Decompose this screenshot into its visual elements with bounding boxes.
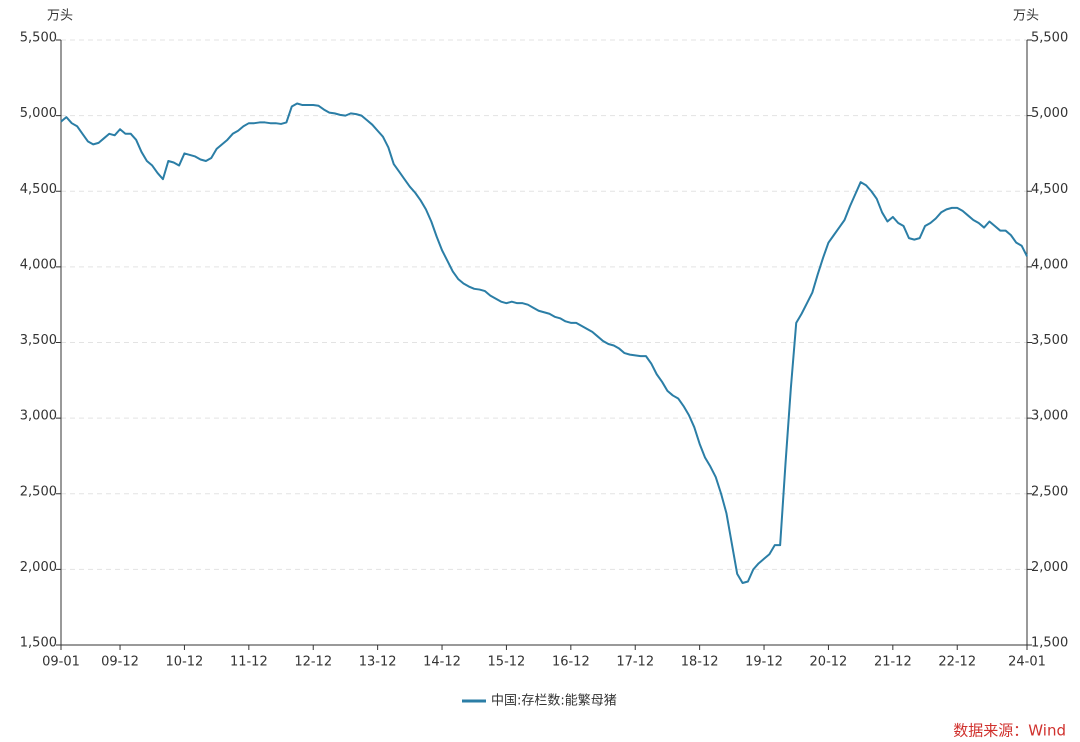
x-tick-label: 09-01 bbox=[42, 655, 80, 670]
y-tick-label: 2,500 bbox=[20, 484, 57, 499]
y-tick-label: 5,500 bbox=[20, 31, 57, 46]
x-tick-label: 09-12 bbox=[101, 655, 139, 670]
y2-tick-label: 3,000 bbox=[1031, 409, 1068, 424]
x-tick-label: 14-12 bbox=[423, 655, 461, 670]
y-tick-label: 3,500 bbox=[20, 333, 57, 348]
y-tick-label: 4,000 bbox=[20, 257, 57, 272]
y2-tick-label: 2,000 bbox=[1031, 560, 1068, 575]
y-tick-label: 4,500 bbox=[20, 182, 57, 197]
y-tick-label: 1,500 bbox=[20, 636, 57, 651]
legend-label: 中国:存栏数:能繁母猪 bbox=[491, 693, 617, 709]
source: 数据来源：Wind bbox=[953, 722, 1066, 740]
x-tick-label: 11-12 bbox=[230, 655, 268, 670]
y2-tick-label: 3,500 bbox=[1031, 333, 1068, 348]
x-tick-label: 15-12 bbox=[488, 655, 526, 670]
x-tick-label: 12-12 bbox=[294, 655, 332, 670]
x-tick-label: 17-12 bbox=[616, 655, 654, 670]
x-tick-label: 22-12 bbox=[938, 655, 976, 670]
y2-tick-label: 5,500 bbox=[1031, 31, 1068, 46]
x-tick-label: 18-12 bbox=[681, 655, 719, 670]
y-tick-label: 2,000 bbox=[20, 560, 57, 575]
y2-tick-label: 4,500 bbox=[1031, 182, 1068, 197]
x-tick-label: 16-12 bbox=[552, 655, 590, 670]
series-line bbox=[60, 102, 1028, 584]
y2-unit: 万头 bbox=[1013, 9, 1039, 24]
x-tick-label: 13-12 bbox=[359, 655, 397, 670]
y2-tick-label: 5,000 bbox=[1031, 106, 1068, 121]
x-tick-label: 19-12 bbox=[745, 655, 783, 670]
y2-tick-label: 2,500 bbox=[1031, 484, 1068, 499]
x-tick-label: 21-12 bbox=[874, 655, 912, 670]
y2-tick-label: 1,500 bbox=[1031, 636, 1068, 651]
y-tick-label: 3,000 bbox=[20, 409, 57, 424]
y-tick-label: 5,000 bbox=[20, 106, 57, 121]
x-tick-label: 24-01 bbox=[1008, 655, 1046, 670]
x-tick-label: 20-12 bbox=[810, 655, 848, 670]
y-unit: 万头 bbox=[47, 9, 73, 24]
y2-tick-label: 4,000 bbox=[1031, 257, 1068, 272]
x-tick-label: 10-12 bbox=[166, 655, 204, 670]
